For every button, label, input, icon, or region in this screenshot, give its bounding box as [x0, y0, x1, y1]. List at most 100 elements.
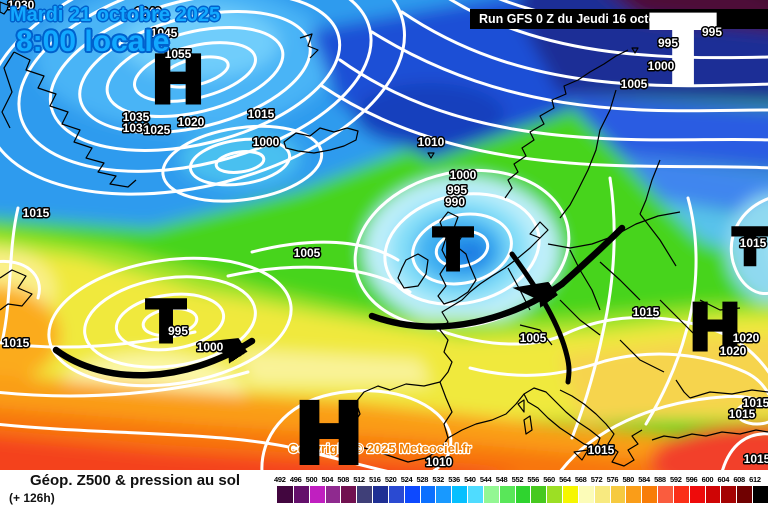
- isobar-contours-shape: [48, 0, 342, 153]
- jet-stream-arrows: [52, 224, 626, 385]
- coastlines-shape: [559, 389, 643, 467]
- coastlines-shape: [675, 379, 691, 399]
- coastlines-shape: [504, 49, 629, 199]
- scale-cell: [356, 486, 373, 503]
- scale-tick: 604: [717, 475, 730, 484]
- scale-tick: 568: [574, 475, 587, 484]
- coastlines-shape: [517, 399, 525, 413]
- isobar-contours-shape: [0, 370, 250, 398]
- valid-date: Mardi 21 octobre 2025: [10, 4, 221, 26]
- copyright: Copyright © 2025 Meteociel.fr: [289, 441, 472, 456]
- scale-tick: 612: [749, 475, 761, 484]
- isobar-contours-shape: [141, 307, 199, 337]
- coastlines-shape: [343, 381, 453, 463]
- geopotential-field-shape: [240, 350, 430, 385]
- geopotential-field-shape: [459, 245, 485, 263]
- scale-tick: 548: [495, 475, 508, 484]
- isobar-contours-shape: [214, 150, 266, 174]
- flow-arrow-main: [368, 284, 566, 330]
- scale-tick: 576: [606, 475, 619, 484]
- scale-cell: [530, 486, 547, 503]
- flow-arrow-main-extension: [558, 224, 626, 288]
- isobar-contours-shape: [338, 58, 768, 142]
- isobar-contours-shape: [160, 55, 230, 89]
- scale-tick: 524: [400, 475, 413, 484]
- flow-arrow-west: [52, 341, 256, 379]
- geopotential-field-shape: [620, 155, 768, 219]
- coastlines-shape: [0, 269, 33, 311]
- geopotential-field-shape: [0, 435, 488, 470]
- isobar-contours-shape: [644, 196, 698, 426]
- scale-cell: [672, 486, 689, 503]
- scale-cell: [308, 486, 325, 503]
- scale-cell: [498, 486, 515, 503]
- isobar-contours-shape: [133, 41, 257, 103]
- coastlines-shape: [299, 33, 319, 59]
- coastlines-shape: [631, 47, 639, 54]
- scale-cell: [593, 486, 610, 503]
- scale-cell: [609, 486, 626, 503]
- scale-tick: 600: [701, 475, 714, 484]
- coastlines-shape: [639, 159, 661, 215]
- scale-tick: 596: [685, 475, 698, 484]
- scale-tick: 608: [733, 475, 745, 484]
- forecast-map[interactable]: Copyright © 2025 Meteociel.fr: [0, 0, 768, 470]
- scale-cell: [403, 486, 420, 503]
- geopotential-field-shape: [355, 83, 505, 147]
- legend-leadtime: (+ 126h): [9, 491, 55, 505]
- isobar-contours-shape: [729, 197, 768, 296]
- isobar-contours-shape: [370, 30, 768, 113]
- scale-cell: [562, 486, 578, 503]
- scale-tick: 544: [479, 475, 492, 484]
- coastlines-shape: [569, 249, 601, 311]
- scale-tick: 532: [432, 475, 444, 484]
- geopotential-field-shape: [650, 424, 768, 470]
- scale-tick: 496: [289, 475, 302, 484]
- scale-cell: [340, 486, 357, 503]
- isobar-contours-shape: [161, 124, 324, 203]
- scale-tick: 564: [559, 475, 571, 484]
- scale-tick: 512: [353, 475, 365, 484]
- scale-cell: [467, 486, 483, 503]
- isobar-contours-shape: [78, 9, 312, 135]
- coastlines-shape: [699, 299, 741, 311]
- isobar-contours-shape: [735, 400, 768, 426]
- geopotential-field-shape: [560, 95, 768, 171]
- color-scale: 492 496 500 504 508 512 516 520 524 528 532 536 540 5…: [274, 470, 768, 512]
- scale-cell: [435, 486, 452, 503]
- scale-cell: [451, 486, 468, 503]
- coastlines-shape: [397, 253, 429, 289]
- scale-tick: 584: [638, 475, 650, 484]
- coastlines-shape: [1, 51, 15, 129]
- coastlines-shape: [523, 387, 601, 449]
- coastlines-shape: [573, 449, 589, 461]
- isobar-contours-shape: [83, 275, 257, 369]
- isobar-contours-shape: [226, 265, 412, 294]
- scale-tick: 580: [622, 475, 635, 484]
- run-info-text: Run GFS 0 Z du Jeudi 16 octobre 2025: [479, 12, 707, 26]
- scale-cell: [577, 486, 594, 503]
- scale-cell: [657, 486, 673, 503]
- coastlines-shape: [659, 299, 701, 341]
- coastlines-shape: [559, 89, 617, 219]
- coastlines-shape: [559, 299, 601, 336]
- isobar-contours-shape: [105, 25, 285, 119]
- coastlines-shape: [13, 51, 137, 188]
- isobar-contours-shape: [383, 192, 541, 306]
- isobar-contours-shape: [400, 10, 768, 88]
- scale-tick: 500: [305, 475, 318, 484]
- isobar-contours-shape: [570, 176, 616, 440]
- scale-tick: 516: [369, 475, 381, 484]
- coastlines-shape: [427, 152, 435, 159]
- isobar-contours-shape: [468, 352, 768, 396]
- isobar-contours-shape: [250, 240, 400, 262]
- scale-tick: 508: [337, 475, 349, 484]
- isobar-contours-shape: [436, 316, 768, 374]
- scale-cell: [482, 486, 499, 503]
- coastlines-shape: [639, 213, 677, 267]
- scale-cell: [736, 486, 753, 503]
- isobar-contours-shape: [721, 432, 768, 470]
- scale-cell: [752, 486, 768, 503]
- scale-cell: [720, 486, 737, 503]
